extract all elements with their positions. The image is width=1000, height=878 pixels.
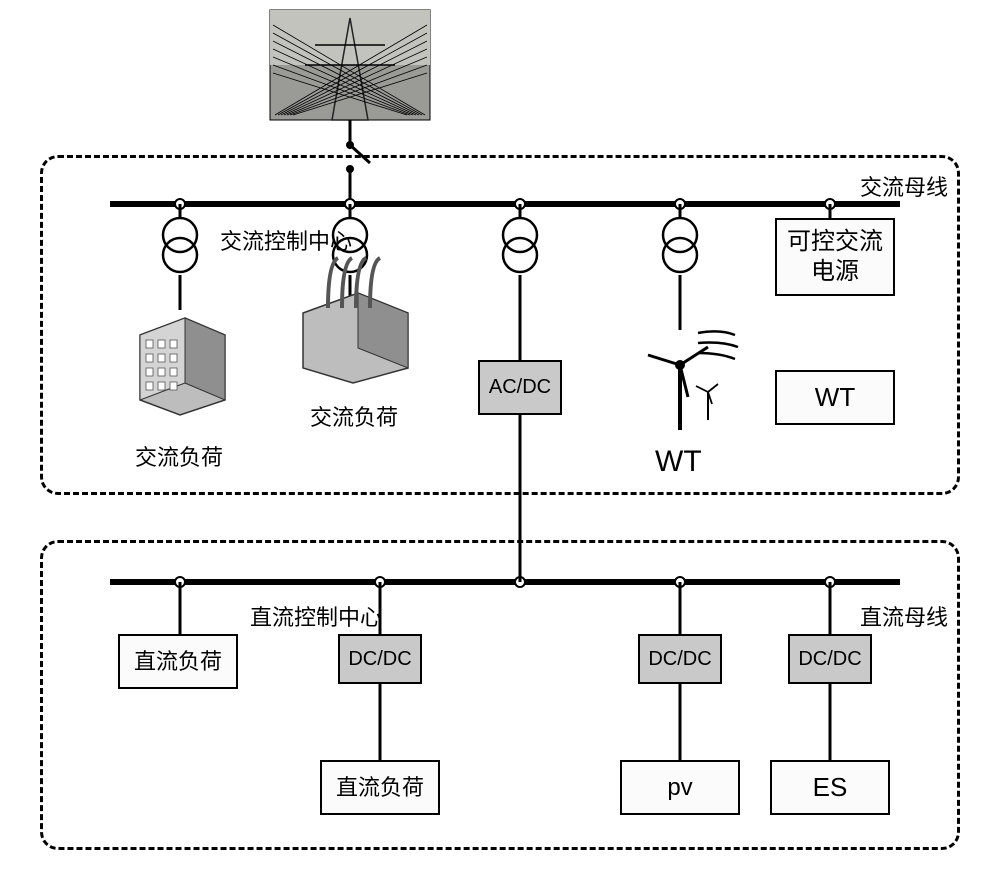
ac-load-1-label: 交流负荷 (135, 440, 223, 472)
es-text: ES (813, 771, 848, 804)
controllable-ac-source-box: 可控交流 电源 (775, 218, 895, 296)
pv-text: pv (667, 773, 692, 803)
wt-box-text: WT (815, 381, 855, 414)
ac-control-center-label: 交流控制中心 (220, 224, 352, 256)
ac-load-2-label: 交流负荷 (310, 400, 398, 432)
ac-dc-converter-box: AC/DC (478, 360, 562, 415)
dc-dc-converter-1-box: DC/DC (338, 634, 422, 684)
wt-box: WT (775, 370, 895, 425)
ac-bus-label: 交流母线 (860, 170, 948, 202)
ac-dc-text: AC/DC (489, 375, 551, 400)
dc-dc-converter-2-box: DC/DC (638, 634, 722, 684)
pv-box: pv (620, 760, 740, 815)
dc-load-1-box: 直流负荷 (118, 634, 238, 689)
dc-control-center-label: 直流控制中心 (250, 600, 382, 632)
dc-load-2-box: 直流负荷 (320, 760, 440, 815)
dc-load-1-text: 直流负荷 (134, 648, 222, 676)
dc-load-2-text: 直流负荷 (336, 774, 424, 802)
es-box: ES (770, 760, 890, 815)
controllable-ac-source-text: 可控交流 电源 (787, 227, 883, 287)
dc-dc-2-text: DC/DC (648, 647, 711, 672)
dc-dc-1-text: DC/DC (348, 647, 411, 672)
dc-dc-3-text: DC/DC (798, 647, 861, 672)
wind-turbine-label: WT (655, 445, 702, 479)
dc-bus-label: 直流母线 (860, 600, 948, 632)
dc-dc-converter-3-box: DC/DC (788, 634, 872, 684)
